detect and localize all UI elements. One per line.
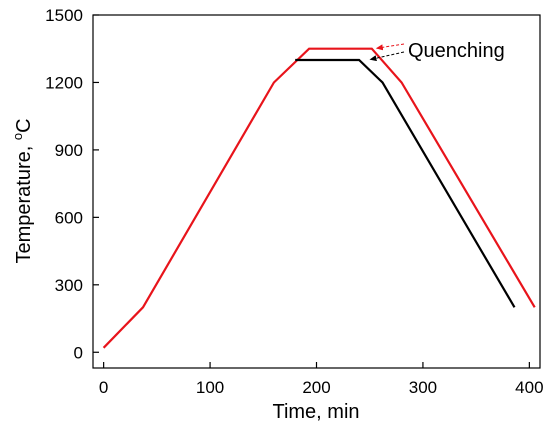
annotation-label: Quenching xyxy=(408,40,505,62)
y-tick-label: 600 xyxy=(55,208,83,227)
y-axis-label-unit: C xyxy=(13,118,35,132)
x-axis-label: Time, min xyxy=(272,401,359,423)
x-axis-ticks: 0 100 200 300 400 xyxy=(99,362,544,397)
plot-frame xyxy=(92,14,541,369)
annotation-arrow-2 xyxy=(369,51,405,62)
series-line-2 xyxy=(295,58,516,308)
x-tick-label: 100 xyxy=(196,378,224,397)
annotation-arrow-1 xyxy=(375,43,405,51)
y-axis-label-degree: o xyxy=(10,133,25,140)
series-line-1 xyxy=(102,47,536,349)
y-axis-label-main: Temperature, xyxy=(13,140,35,263)
y-tick-label: 300 xyxy=(55,276,83,295)
annotation-layer xyxy=(369,43,405,62)
y-tick-label: 1500 xyxy=(45,6,83,25)
y-tick-label: 900 xyxy=(55,141,83,160)
x-tick-label: 200 xyxy=(302,378,330,397)
y-axis-label: Temperature, oC xyxy=(10,118,35,263)
series-layer xyxy=(102,47,536,349)
y-axis-ticks: 0 300 600 900 1200 1500 xyxy=(45,6,99,362)
x-tick-label: 400 xyxy=(515,378,543,397)
x-tick-label: 0 xyxy=(99,378,108,397)
y-tick-label: 1200 xyxy=(45,73,83,92)
y-tick-label: 0 xyxy=(74,343,83,362)
x-tick-label: 300 xyxy=(409,378,437,397)
